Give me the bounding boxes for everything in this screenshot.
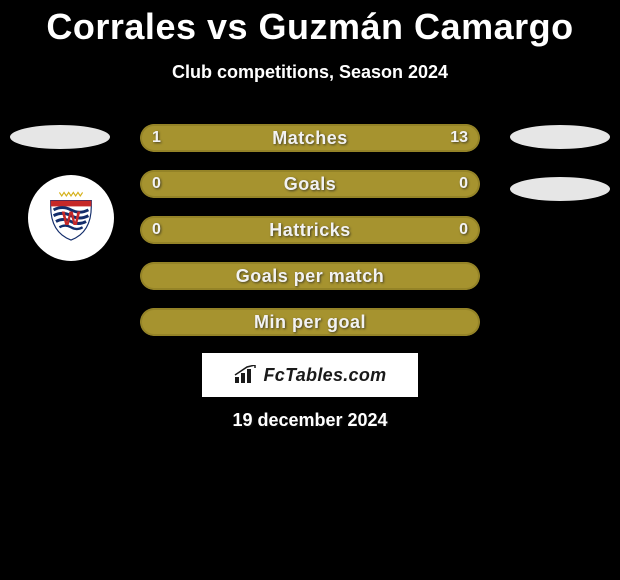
stat-label: Goals [140, 170, 480, 198]
bar-chart-icon [234, 365, 258, 385]
stat-bar: 00Hattricks [140, 216, 480, 244]
club-badge: W [28, 175, 114, 261]
stat-bar: Min per goal [140, 308, 480, 336]
stat-label: Goals per match [140, 262, 480, 290]
stat-label: Hattricks [140, 216, 480, 244]
brand-badge[interactable]: FcTables.com [202, 353, 418, 397]
stat-label: Min per goal [140, 308, 480, 336]
player-right-ellipse-2 [510, 177, 610, 201]
stat-bars: 113Matches 00Goals 00Hattricks Goals per ma… [140, 124, 480, 354]
svg-text:W: W [62, 208, 81, 230]
page-subtitle: Club competitions, Season 2024 [0, 62, 620, 83]
page-title: Corrales vs Guzmán Camargo [0, 0, 620, 48]
brand-text: FcTables.com [264, 365, 387, 386]
player-left-ellipse-1 [10, 125, 110, 149]
comparison-widget: Corrales vs Guzmán Camargo Club competit… [0, 0, 620, 580]
stat-bar: 113Matches [140, 124, 480, 152]
stat-bar: 00Goals [140, 170, 480, 198]
stat-label: Matches [140, 124, 480, 152]
player-right-ellipse-1 [510, 125, 610, 149]
date-label: 19 december 2024 [0, 410, 620, 431]
stat-bar: Goals per match [140, 262, 480, 290]
club-shield-icon: W [42, 189, 100, 247]
